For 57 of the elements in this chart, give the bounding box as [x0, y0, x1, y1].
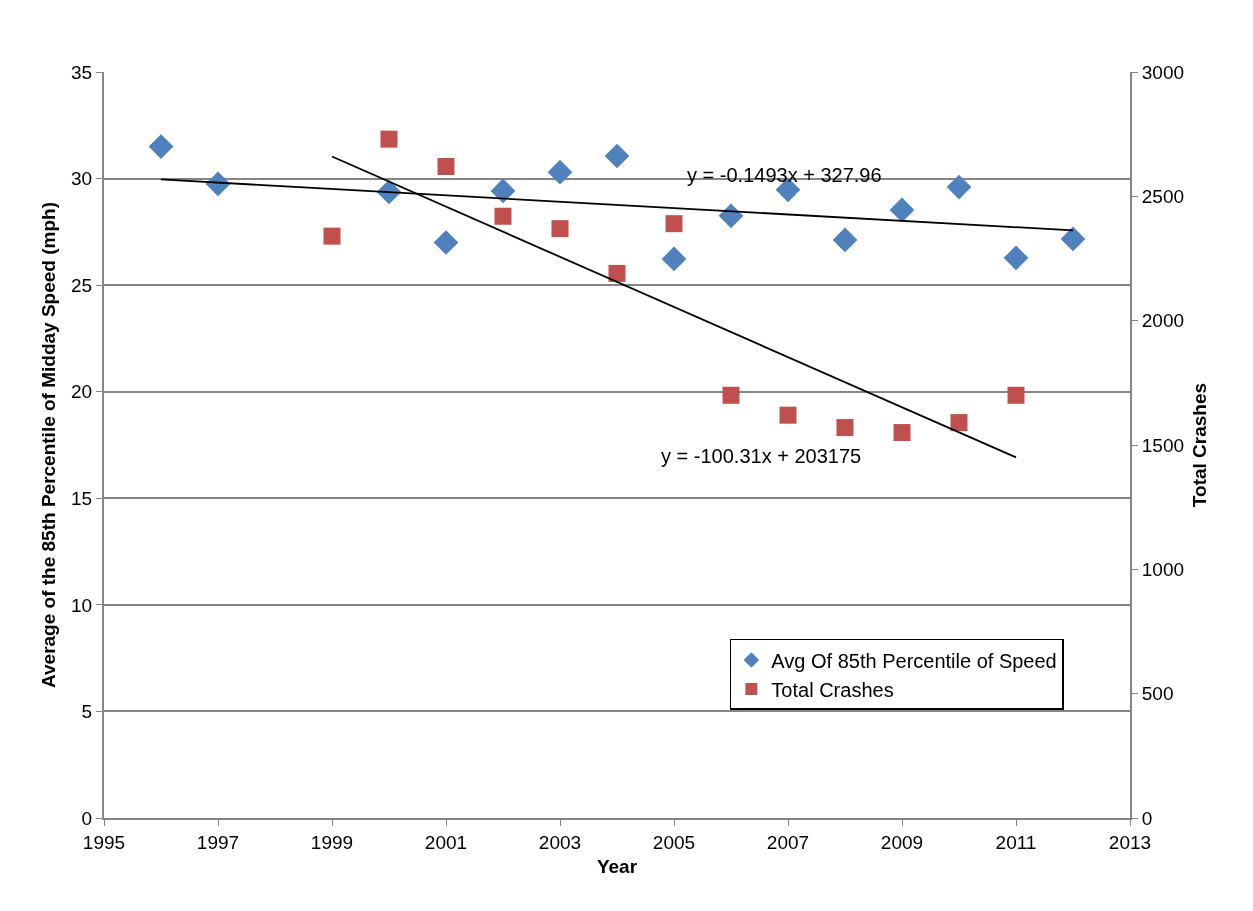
- point: [437, 157, 455, 175]
- point: [1003, 245, 1029, 271]
- y-tick-label: 25: [71, 274, 93, 296]
- y2-tick-label: 1500: [1141, 434, 1185, 456]
- y2-tick-label: 1000: [1141, 558, 1185, 580]
- x-tick-label: 2011: [995, 831, 1037, 853]
- point: [893, 424, 911, 442]
- y-axis-title: Average of the 85th Percentile of Midday Speed (mph): [38, 201, 60, 689]
- legend-label: Total Crashes: [771, 678, 894, 701]
- x-tick-label: 1995: [82, 831, 126, 853]
- y-tick-label: 30: [71, 168, 93, 190]
- x-tick-label: 1997: [196, 831, 240, 853]
- annotation: y = -100.31x + 203175: [661, 445, 862, 467]
- y-tick-label: 0: [81, 807, 93, 829]
- x-tick-label: 2003: [538, 831, 582, 853]
- y-tick-label: 20: [71, 381, 93, 403]
- point: [608, 264, 626, 282]
- point: [433, 230, 459, 255]
- point: [551, 220, 569, 238]
- point: [604, 143, 630, 169]
- point: [718, 203, 744, 229]
- point: [494, 207, 512, 225]
- point: [832, 227, 858, 253]
- x-tick-label: 2007: [766, 831, 810, 853]
- point: [148, 134, 174, 159]
- point: [779, 406, 797, 424]
- y-tick-label: 10: [71, 594, 93, 616]
- y2-tick-label: 2500: [1141, 185, 1185, 207]
- point: [665, 215, 683, 233]
- x-tick-label: 2013: [1108, 831, 1152, 853]
- y2-tick-label: 2000: [1141, 310, 1185, 332]
- point: [1060, 226, 1086, 252]
- x-tick-label: 2005: [652, 831, 696, 853]
- point: [722, 386, 740, 404]
- point: [950, 414, 968, 432]
- y-tick-label: 35: [71, 61, 93, 83]
- y2-tick-label: 500: [1141, 683, 1174, 705]
- point: [323, 227, 341, 245]
- legend-label: Avg Of 85th Percentile of Speed: [771, 649, 1057, 672]
- point: [547, 159, 573, 185]
- point: [836, 419, 854, 437]
- x-axis-title: Year: [596, 856, 638, 878]
- x-tick-label: 2009: [880, 831, 924, 853]
- y2-axis-title: Total Crashes: [1189, 382, 1211, 508]
- y2-tick-label: 0: [1141, 807, 1153, 829]
- x-tick-label: 1999: [310, 831, 354, 853]
- point: [1007, 386, 1025, 404]
- y-tick-label: 5: [81, 701, 93, 723]
- point: [889, 197, 915, 223]
- point: [661, 246, 687, 272]
- point: [490, 178, 516, 204]
- point: [380, 130, 398, 148]
- y2-tick-label: 3000: [1141, 61, 1185, 83]
- point: [946, 174, 972, 200]
- x-tick-label: 2001: [424, 831, 468, 853]
- annotation: y = -0.1493x + 327.96: [687, 164, 882, 186]
- y-tick-label: 15: [71, 487, 93, 509]
